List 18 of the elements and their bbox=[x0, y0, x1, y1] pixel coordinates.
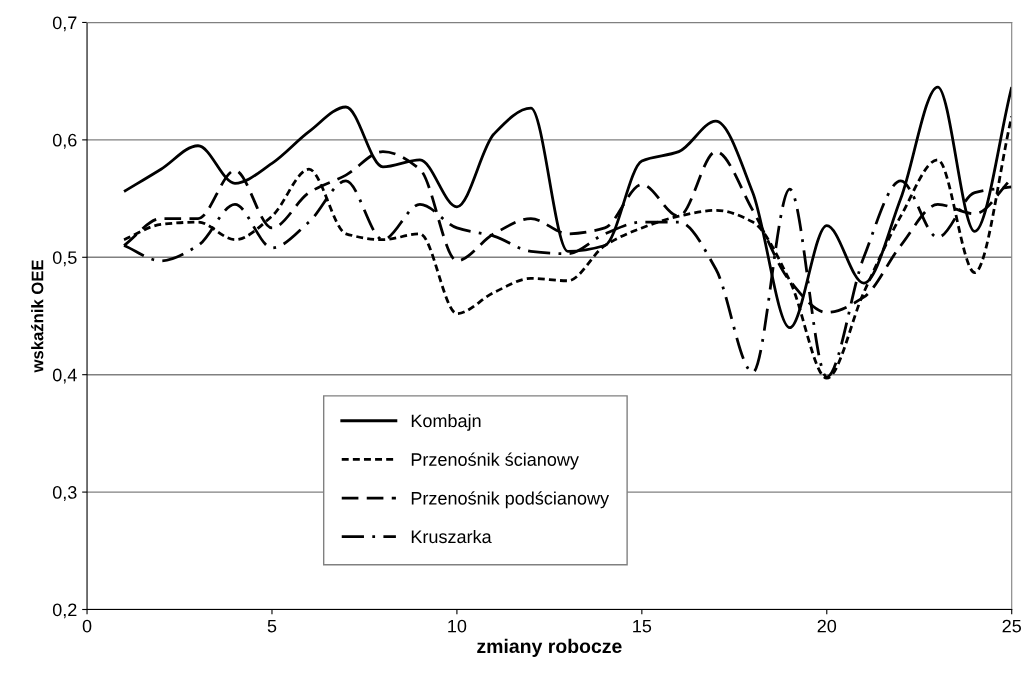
x-tick-label: 20 bbox=[817, 619, 837, 633]
x-tick-label: 25 bbox=[1002, 619, 1021, 633]
legend-label: Przenośnik ścianowy bbox=[411, 452, 579, 470]
legend-label: Kombajn bbox=[411, 413, 481, 431]
x-tick-label: 0 bbox=[82, 619, 92, 633]
y-tick-label: 0,5 bbox=[52, 251, 77, 267]
y-tick-label: 0,7 bbox=[52, 16, 77, 32]
legend-label: Przenośnik podścianowy bbox=[411, 491, 610, 509]
y-tick-label: 0,2 bbox=[52, 603, 77, 619]
legend-label: Kruszarka bbox=[411, 529, 492, 544]
x-axis-title: zmiany robocze bbox=[477, 638, 622, 657]
y-axis-title: wskaźnik OEE bbox=[30, 260, 44, 373]
x-tick-label: 10 bbox=[448, 619, 467, 633]
x-tick-label: 15 bbox=[633, 619, 652, 633]
y-tick-label: 0,6 bbox=[52, 133, 77, 149]
x-tick-label: 5 bbox=[267, 619, 277, 633]
y-tick-label: 0,3 bbox=[52, 486, 77, 501]
y-tick-label: 0,4 bbox=[52, 368, 77, 384]
